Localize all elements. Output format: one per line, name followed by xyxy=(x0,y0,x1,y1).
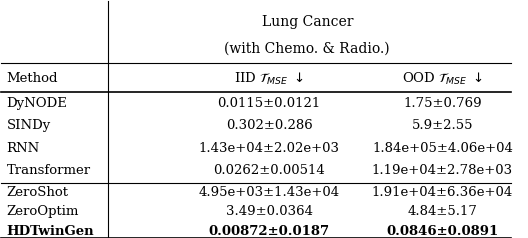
Text: 1.75±0.769: 1.75±0.769 xyxy=(403,97,482,110)
Text: 0.00872±0.0187: 0.00872±0.0187 xyxy=(209,225,329,238)
Text: 4.84±5.17: 4.84±5.17 xyxy=(408,205,477,218)
Text: 0.0115±0.0121: 0.0115±0.0121 xyxy=(218,97,320,110)
Text: HDTwinGen: HDTwinGen xyxy=(6,225,94,238)
Text: ZeroShot: ZeroShot xyxy=(6,186,69,199)
Text: 4.95e+03±1.43e+04: 4.95e+03±1.43e+04 xyxy=(199,186,340,199)
Text: Lung Cancer: Lung Cancer xyxy=(261,15,353,29)
Text: 0.0846±0.0891: 0.0846±0.0891 xyxy=(386,225,498,238)
Text: IID $\mathcal{T}_{MSE}$ $\downarrow$: IID $\mathcal{T}_{MSE}$ $\downarrow$ xyxy=(234,71,304,87)
Text: 1.84e+05±4.06e+04: 1.84e+05±4.06e+04 xyxy=(372,142,513,155)
Text: 0.0262±0.00514: 0.0262±0.00514 xyxy=(213,164,325,177)
Text: 1.19e+04±2.78e+03: 1.19e+04±2.78e+03 xyxy=(372,164,513,177)
Text: Method: Method xyxy=(6,72,58,85)
Text: 5.9±2.55: 5.9±2.55 xyxy=(412,119,473,132)
Text: ZeroOptim: ZeroOptim xyxy=(6,205,79,218)
Text: (with Chemo. & Radio.): (with Chemo. & Radio.) xyxy=(224,41,390,55)
Text: DyNODE: DyNODE xyxy=(6,97,68,110)
Text: OOD $\mathcal{T}_{MSE}$ $\downarrow$: OOD $\mathcal{T}_{MSE}$ $\downarrow$ xyxy=(402,71,483,87)
Text: 1.91e+04±6.36e+04: 1.91e+04±6.36e+04 xyxy=(372,186,513,199)
Text: SINDy: SINDy xyxy=(6,119,51,132)
Text: 3.49±0.0364: 3.49±0.0364 xyxy=(225,205,313,218)
Text: 0.302±0.286: 0.302±0.286 xyxy=(225,119,313,132)
Text: 1.43e+04±2.02e+03: 1.43e+04±2.02e+03 xyxy=(199,142,340,155)
Text: Transformer: Transformer xyxy=(6,164,91,177)
Text: RNN: RNN xyxy=(6,142,40,155)
